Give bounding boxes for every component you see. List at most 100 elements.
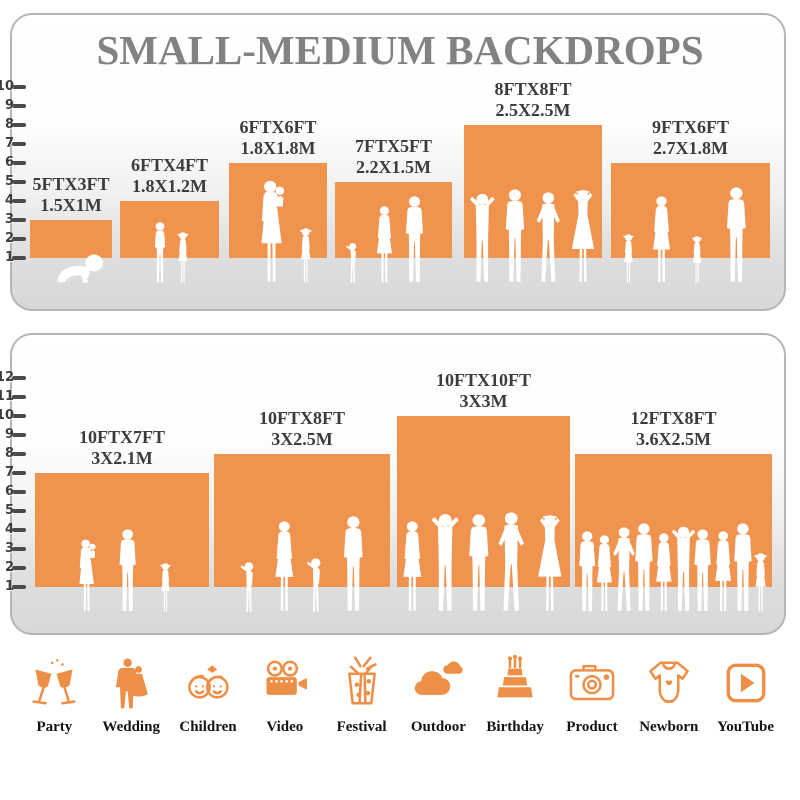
backdrop-size-label: 8FTX8FT 2.5X2.5M <box>443 79 623 121</box>
backdrop-bar <box>214 454 390 587</box>
backdrop-bar <box>120 201 219 258</box>
ruler-number: 11 <box>0 389 14 404</box>
backdrop-size-m: 3X2.1M <box>91 448 153 468</box>
category-birthday: Birthday <box>477 654 554 736</box>
backdrop-size-m: 3.6X2.5M <box>636 429 711 449</box>
ruler-tick <box>12 395 26 399</box>
category-outdoor: Outdoor <box>400 656 477 736</box>
party-icon <box>32 658 76 705</box>
ruler-tick <box>12 376 26 380</box>
category-label: Product <box>566 719 618 735</box>
person-silhouette <box>376 206 392 283</box>
person-silhouette <box>498 512 524 611</box>
category-label: Birthday <box>486 719 544 735</box>
backdrop-size-ft: 5FTX3FT <box>32 174 110 194</box>
outdoor-icon <box>415 661 463 695</box>
ruler-tick <box>12 433 26 437</box>
ruler-number: 8 <box>4 117 14 132</box>
ruler-number: 10 <box>0 408 14 423</box>
ruler-tick <box>12 218 26 222</box>
backdrop-size-ft: 12FTX8FT <box>630 408 717 428</box>
page-title: SMALL-MEDIUM BACKDROPS <box>96 27 704 73</box>
ruler-number: 12 <box>0 370 14 385</box>
person-silhouette <box>536 192 560 282</box>
person-silhouette <box>623 234 634 283</box>
backdrop-size-m: 2.2X1.5M <box>356 157 431 177</box>
ruler-number: 7 <box>4 136 14 151</box>
person-silhouette <box>275 521 294 611</box>
person-silhouette <box>505 189 525 282</box>
ruler-number: 10 <box>0 79 14 94</box>
person-silhouette <box>178 232 189 283</box>
person-silhouette <box>403 521 422 611</box>
children-icon <box>188 665 229 699</box>
backdrop-size-label: 9FTX6FT 2.7X1.8M <box>601 117 781 159</box>
category-label: Outdoor <box>410 719 466 735</box>
person-silhouette <box>714 531 731 612</box>
ruler-tick <box>12 237 26 241</box>
person-silhouette <box>727 187 746 282</box>
backdrop-size-label: 6FTX6FT 1.8X1.8M <box>188 117 368 159</box>
person-silhouette <box>299 228 312 283</box>
youtube-icon <box>726 663 765 703</box>
backdrop-size-m: 2.7X1.8M <box>653 138 728 158</box>
ruler-number: 1 <box>4 579 14 594</box>
backdrop-size-label: 6FTX4FT 1.8X1.2M <box>80 155 260 197</box>
backdrop-size-ft: 6FTX4FT <box>130 155 208 175</box>
person-silhouette <box>571 190 594 282</box>
category-newborn: Newborn <box>630 656 707 736</box>
person-silhouette <box>160 563 171 612</box>
ruler-tick <box>12 256 26 260</box>
category-row: Party Wedding Children Video Festival Outdoor… <box>16 654 784 736</box>
ruler-number: 6 <box>4 155 14 170</box>
backdrop-size-ft: 10FTX10FT <box>435 370 531 390</box>
ruler-number: 5 <box>4 503 14 518</box>
category-wedding: Wedding <box>93 656 170 736</box>
backdrop-size-ft: 7FTX5FT <box>354 136 432 156</box>
ruler-number: 6 <box>4 484 14 499</box>
ruler-tick <box>12 509 26 513</box>
backdrop-size-m: 3X3M <box>459 391 508 411</box>
category-label: Newborn <box>639 719 699 735</box>
category-party: Party <box>16 656 93 736</box>
person-silhouette <box>468 514 488 611</box>
person-silhouette <box>261 180 285 282</box>
category-label: Festival <box>336 719 387 735</box>
ruler-tick <box>12 547 26 551</box>
backdrop-size-label: 10FTX7FT 3X2.1M <box>32 427 212 469</box>
backdrop-size-m: 1.5X1M <box>40 195 102 215</box>
person-silhouette <box>119 529 136 611</box>
panel-small-backdrops: 1 2 3 4 5 6 7 8 9 10 5FTX3FT 1.5X1M 6FTX4FT 1.8X1.2M 6… <box>0 13 786 311</box>
category-label: Party <box>36 719 73 735</box>
category-label: Wedding <box>102 719 160 735</box>
backdrop-size-ft: 9FTX6FT <box>651 117 729 137</box>
ruler-tick <box>12 180 26 184</box>
ruler-tick <box>12 452 26 456</box>
ruler-tick <box>12 471 26 475</box>
ruler-number: 2 <box>4 560 14 575</box>
ruler-number: 8 <box>4 446 14 461</box>
wedding-icon <box>116 658 149 709</box>
category-children: Children <box>170 656 247 736</box>
ruler-tick <box>12 528 26 532</box>
person-silhouette <box>307 558 321 612</box>
person-silhouette <box>57 254 103 283</box>
ruler-tick <box>12 414 26 418</box>
festival-icon <box>347 656 377 705</box>
ruler-tick <box>12 199 26 203</box>
backdrop-size-m: 1.8X1.8M <box>240 138 316 158</box>
category-label: Video <box>266 719 304 735</box>
ruler-tick <box>12 123 26 127</box>
person-silhouette <box>692 236 702 283</box>
person-silhouette <box>754 553 767 612</box>
person-silhouette <box>431 514 459 611</box>
category-festival: Festival <box>323 656 400 736</box>
backdrop-size-label: 10FTX8FT 3X2.5M <box>212 408 392 450</box>
person-silhouette <box>79 539 96 612</box>
backdrop-size-m: 2.5X2.5M <box>495 100 571 120</box>
backdrop-size-ft: 10FTX7FT <box>78 427 165 447</box>
ruler-number: 3 <box>4 541 14 556</box>
ruler-tick <box>12 585 26 589</box>
backdrop-size-ft: 6FTX6FT <box>239 117 317 137</box>
person-silhouette <box>613 527 636 611</box>
